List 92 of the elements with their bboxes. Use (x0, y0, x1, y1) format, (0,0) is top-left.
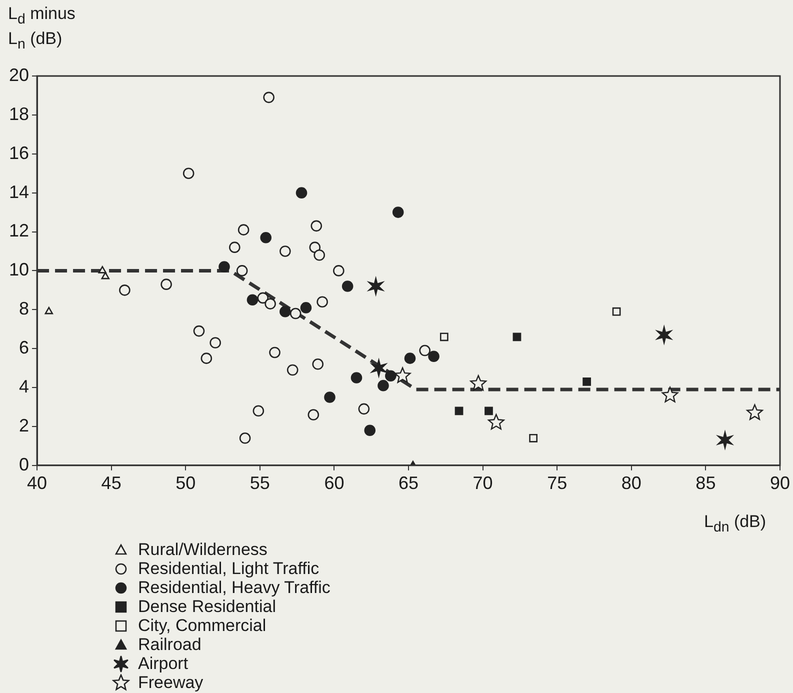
y-tick-label: 10 (8, 260, 30, 280)
x-tick-label: 75 (547, 473, 568, 494)
x-tick-label: 55 (250, 473, 270, 494)
point (419, 344, 430, 356)
point (119, 284, 130, 296)
x-tick-label: 70 (472, 473, 493, 494)
point (512, 332, 522, 342)
point (160, 278, 172, 290)
y-tick-label: 6 (19, 338, 30, 358)
point (582, 377, 592, 386)
point (260, 232, 272, 244)
point (428, 350, 440, 362)
point (404, 352, 416, 364)
point (385, 370, 396, 382)
point (308, 409, 320, 420)
x-tick-label: 50 (176, 473, 196, 494)
point (440, 332, 448, 342)
y-tick-label: 4 (19, 376, 30, 396)
x-tick-label: 90 (770, 473, 790, 494)
y-tick-label: 14 (8, 182, 30, 202)
point (246, 294, 258, 306)
point (238, 224, 250, 236)
x-tick-label: 60 (324, 473, 344, 494)
point (257, 292, 269, 304)
legend-label: Railroad (138, 635, 202, 654)
point (368, 278, 384, 295)
point (280, 246, 291, 257)
point (193, 325, 205, 337)
legend-label: Residential, Light Traffic (138, 559, 320, 578)
legend-label: Freeway (138, 673, 204, 692)
point (612, 307, 621, 316)
y-tick-label: 0 (19, 454, 30, 474)
point (200, 352, 212, 364)
point (484, 406, 493, 416)
point (333, 265, 344, 276)
point (300, 302, 312, 314)
point (470, 375, 487, 391)
y-tick-label: 2 (19, 415, 30, 436)
point (310, 220, 322, 232)
x-tick-label: 45 (101, 473, 122, 494)
legend-label: Residential, Heavy Traffic (138, 578, 330, 597)
point (488, 414, 504, 430)
point (98, 266, 107, 274)
point (263, 92, 274, 104)
legend-label: Dense Residential (138, 597, 276, 616)
point (358, 403, 370, 415)
point (656, 326, 672, 344)
x-tick-label: 80 (621, 473, 642, 494)
x-axis-title: L$_{dn}$ (dB) (704, 512, 766, 536)
point (324, 392, 336, 403)
point (290, 308, 302, 320)
point (454, 406, 464, 416)
point (364, 424, 376, 436)
point (316, 296, 328, 308)
point (350, 372, 362, 384)
y-tick-label: 12 (8, 220, 30, 241)
point (296, 187, 308, 198)
point (394, 367, 411, 383)
point (252, 405, 264, 417)
point (312, 358, 324, 370)
point (392, 206, 404, 218)
point (182, 168, 194, 179)
point (746, 404, 763, 420)
point (236, 265, 248, 276)
x-tick-label: 65 (398, 473, 419, 494)
point (309, 242, 321, 253)
x-tick-label: 85 (696, 473, 716, 494)
point (529, 434, 538, 442)
y-axis-title: L$_{d}$ minus L$_{n}$ (dB) (8, 4, 76, 55)
y-tick-label: 16 (8, 142, 30, 163)
point (371, 359, 386, 377)
point (717, 431, 733, 449)
point (218, 261, 230, 272)
point (210, 337, 221, 348)
x-tick-label: 40 (27, 473, 48, 494)
point (342, 280, 354, 292)
y-tick-label: 18 (8, 104, 30, 124)
point (314, 249, 325, 261)
y-tick-label: 8 (19, 298, 30, 319)
point (44, 306, 54, 314)
point (286, 364, 298, 376)
point (229, 242, 240, 253)
legend-label: City, Commercial (138, 616, 266, 635)
point (378, 380, 389, 392)
point (269, 346, 280, 358)
point (280, 306, 291, 318)
point (239, 432, 251, 444)
point (264, 298, 276, 310)
y-tick-label: 20 (8, 64, 30, 85)
legend-label: Rural/Wilderness (138, 540, 268, 559)
point (662, 386, 678, 402)
legend-label: Airport (138, 654, 188, 673)
